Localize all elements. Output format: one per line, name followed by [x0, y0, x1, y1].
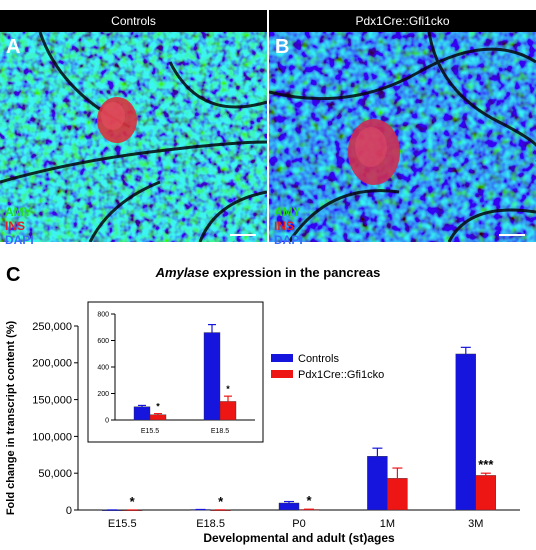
panel-b-letter: B: [275, 36, 290, 58]
chart-title-gene: Amylase: [155, 265, 210, 280]
panel-a-letter: A: [6, 36, 21, 58]
inset-y-tick-label: 400: [97, 364, 109, 371]
inset-y-tick-label: 200: [97, 391, 109, 398]
inset-x-tick-label: E15.5: [141, 428, 159, 435]
panel-a-micrograph: Controls A AMY INS: [0, 10, 267, 247]
main-x-tick-label: P0: [292, 518, 305, 530]
main-y-tick-label: 250,000: [32, 321, 72, 333]
legend-swatch: [271, 354, 293, 362]
panel-a-image: [0, 32, 267, 242]
inset-significance-marker: *: [226, 384, 230, 394]
amylase-bar-chart: 0 50,000 100,000 150,000 200,000 250,000 E15.5…: [5, 301, 520, 545]
main-x-tick-label: E18.5: [196, 518, 225, 530]
inset-bar-controls: [133, 406, 151, 421]
islet-insulin-cluster: [97, 97, 137, 143]
main-x-tick-label: 1M: [380, 518, 395, 530]
scale-bar: [499, 234, 525, 236]
inset-y-tick-label: 600: [97, 338, 109, 345]
panel-b-header: Pdx1Cre::Gfi1cko: [355, 14, 450, 28]
main-y-tick-label: 50,000: [38, 468, 72, 480]
inset-bar-mutant: [149, 414, 167, 421]
main-bar-mutant: [475, 475, 496, 511]
main-y-tick-label: 200,000: [32, 358, 72, 370]
inset-bar-mutant: [219, 401, 237, 421]
inset-x-tick-label: E18.5: [211, 428, 229, 435]
panel-b-micrograph: Pdx1Cre::Gfi1cko B AMY INS: [269, 10, 536, 247]
main-bar-controls: [367, 456, 388, 511]
x-axis-title: Developmental and adult (st)ages: [203, 531, 395, 545]
main-y-tick-label: 0: [66, 505, 72, 517]
y-axis-title: Fold change in transcript content (%): [5, 320, 17, 515]
main-significance-marker: ***: [478, 457, 494, 472]
legend-label: Pdx1Cre::Gfi1cko: [298, 369, 384, 381]
legend-label: Controls: [298, 353, 339, 365]
stain-label-dapi: DAPI: [5, 233, 34, 247]
inset-y-tick-label: 0: [105, 417, 109, 424]
stain-label-dapi: DAPI: [274, 233, 303, 247]
main-bar-controls: [278, 502, 300, 511]
main-bar-controls: [455, 353, 476, 511]
main-x-tick-label: E15.5: [108, 518, 137, 530]
main-y-tick-label: 150,000: [32, 394, 72, 406]
stain-label-ins: INS: [274, 219, 295, 233]
panel-c-letter: C: [6, 264, 21, 286]
inset-significance-marker: *: [156, 402, 160, 412]
stain-label-amy: AMY: [5, 205, 32, 219]
inset-y-tick-label: 800: [97, 311, 109, 318]
stain-label-amy: AMY: [274, 205, 301, 219]
islet-insulin-cluster: [348, 119, 400, 185]
main-bar-mutant: [387, 478, 408, 511]
main-significance-marker: *: [218, 494, 224, 509]
inset-frame: [87, 301, 264, 443]
inset-bar-controls: [203, 332, 221, 421]
panel-b-image: [269, 32, 536, 242]
main-significance-marker: *: [306, 493, 312, 508]
stain-label-ins: INS: [5, 219, 26, 233]
main-significance-marker: *: [130, 494, 136, 509]
chart-title-rest: expression in the pancreas: [209, 265, 381, 280]
legend-swatch: [271, 370, 293, 378]
main-x-tick-label: 3M: [468, 518, 483, 530]
scale-bar: [230, 234, 256, 236]
chart-title: Amylase expression in the pancreas: [0, 265, 536, 280]
panel-a-header: Controls: [111, 14, 156, 28]
main-y-tick-label: 100,000: [32, 431, 72, 443]
